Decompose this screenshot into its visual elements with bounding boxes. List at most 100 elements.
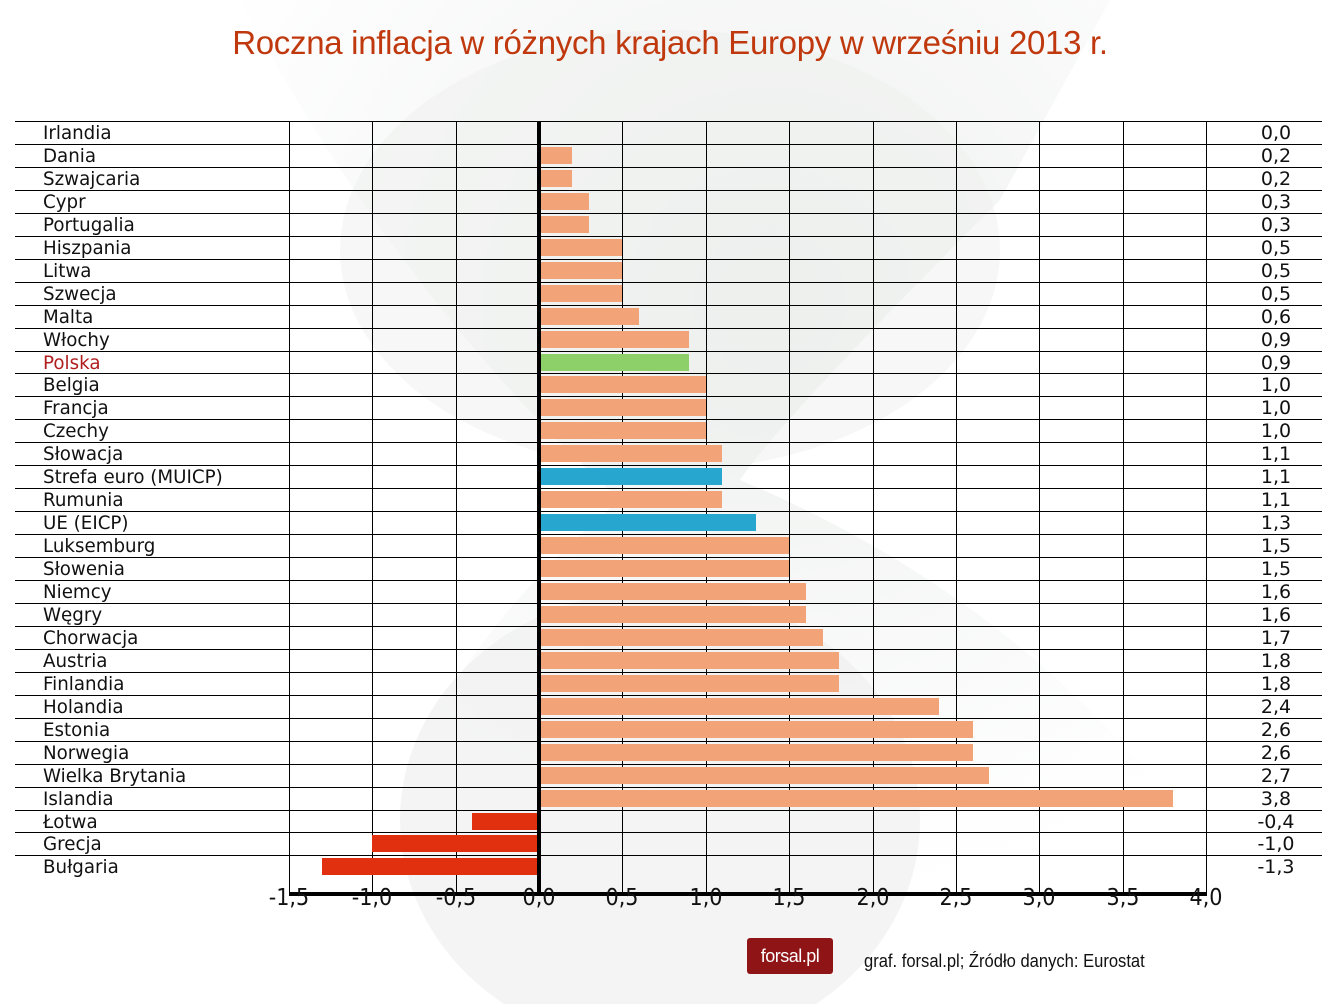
value-label: 1,8 (1260, 673, 1292, 695)
x-tick-label: 0,0 (522, 885, 556, 911)
bar-hiszpania[interactable] (541, 239, 623, 256)
x-tick-label: -0,5 (435, 885, 476, 911)
bar-portugalia[interactable] (541, 216, 590, 233)
row-gridline (15, 626, 1322, 627)
bar-s-owacja[interactable] (541, 445, 723, 462)
bar-szwecja[interactable] (541, 285, 623, 302)
bar-finlandia[interactable] (541, 675, 840, 692)
value-label: 1,1 (1260, 466, 1292, 488)
category-label: Rumunia (43, 489, 124, 511)
bar-wielka-brytania[interactable] (541, 767, 990, 784)
bar-w-gry[interactable] (541, 606, 806, 623)
x-tick-label: 1,0 (689, 885, 723, 911)
bar-s-owenia[interactable] (541, 560, 790, 577)
bar-holandia[interactable] (541, 698, 940, 715)
bar-grecja[interactable] (372, 835, 538, 852)
bar-polska[interactable] (541, 354, 690, 371)
value-label: 1,6 (1260, 604, 1292, 626)
bar-bu-garia[interactable] (322, 858, 538, 875)
row-gridline (15, 580, 1322, 581)
bar-ue-eicp-[interactable] (541, 514, 756, 531)
category-label: Strefa euro (MUICP) (43, 466, 223, 488)
x-tick-label: -1,5 (268, 885, 310, 911)
bar-litwa[interactable] (541, 262, 623, 279)
bar-czechy[interactable] (541, 422, 706, 439)
bar-islandia[interactable] (541, 790, 1173, 807)
bar-szwajcaria[interactable] (541, 170, 573, 187)
category-label: Słowacja (43, 443, 124, 465)
category-label: Szwecja (43, 283, 117, 305)
value-label: 1,7 (1260, 627, 1292, 649)
bar-belgia[interactable] (541, 376, 706, 393)
row-gridline (15, 373, 1322, 374)
category-label: Węgry (43, 604, 103, 626)
row-gridline (15, 190, 1322, 191)
row-gridline (15, 351, 1322, 352)
bar-norwegia[interactable] (541, 744, 973, 761)
row-gridline (15, 511, 1322, 512)
bar-luksemburg[interactable] (541, 537, 790, 554)
x-tick-label: 1,5 (772, 885, 806, 911)
x-gridline (1039, 121, 1040, 893)
x-gridline (1206, 121, 1207, 893)
bar-francja[interactable] (541, 399, 706, 416)
category-label: Dania (43, 145, 97, 167)
category-label: Niemcy (43, 581, 112, 603)
row-gridline (15, 144, 1322, 145)
row-gridline (15, 787, 1322, 788)
category-label: Litwa (43, 260, 92, 282)
category-label: Hiszpania (43, 237, 132, 259)
bar-dania[interactable] (541, 147, 573, 164)
x-gridline (456, 121, 457, 893)
bar-strefa-euro-muicp-[interactable] (541, 468, 723, 485)
category-label: Irlandia (43, 122, 112, 144)
value-label: 2,6 (1260, 742, 1292, 764)
bar-cypr[interactable] (541, 193, 590, 210)
row-gridline (15, 718, 1322, 719)
bar-rumunia[interactable] (541, 491, 723, 508)
row-gridline (15, 328, 1322, 329)
row-gridline (15, 855, 1322, 856)
row-gridline (15, 534, 1322, 535)
value-label: 0,2 (1260, 168, 1292, 190)
bar-malta[interactable] (541, 308, 640, 325)
category-label: Portugalia (43, 214, 135, 236)
row-gridline (15, 282, 1322, 283)
value-label: 1,0 (1260, 420, 1292, 442)
value-label: 2,4 (1260, 696, 1292, 718)
row-gridline (15, 259, 1322, 260)
value-label: 0,9 (1260, 352, 1292, 374)
x-gridline (372, 121, 373, 893)
bar-w-ochy[interactable] (541, 331, 690, 348)
row-gridline (15, 236, 1322, 237)
forsal-logo[interactable]: forsal.pl (747, 938, 833, 974)
row-gridline (15, 442, 1322, 443)
x-gridline (289, 121, 290, 893)
value-label: 1,3 (1260, 512, 1292, 534)
value-label: 1,1 (1260, 443, 1292, 465)
bar-chorwacja[interactable] (541, 629, 823, 646)
category-label: Czechy (43, 420, 109, 442)
row-gridline (15, 672, 1322, 673)
value-label: 0,2 (1260, 145, 1292, 167)
category-label: Belgia (43, 374, 100, 396)
x-tick-label: -1,0 (352, 885, 393, 911)
row-gridline (15, 695, 1322, 696)
category-label: Bułgaria (43, 856, 119, 878)
value-label: 0,3 (1260, 214, 1292, 236)
row-gridline (15, 167, 1322, 168)
category-label: Francja (43, 397, 109, 419)
row-gridline (15, 741, 1322, 742)
bar-niemcy[interactable] (541, 583, 806, 600)
row-gridline (15, 649, 1322, 650)
category-label: Szwajcaria (43, 168, 141, 190)
bar-austria[interactable] (541, 652, 840, 669)
value-label: 1,0 (1260, 374, 1292, 396)
row-gridline (15, 603, 1322, 604)
category-label: Holandia (43, 696, 124, 718)
bar--otwa[interactable] (472, 813, 538, 830)
row-gridline (15, 305, 1322, 306)
bar-estonia[interactable] (541, 721, 973, 738)
value-label: 0,9 (1260, 329, 1292, 351)
